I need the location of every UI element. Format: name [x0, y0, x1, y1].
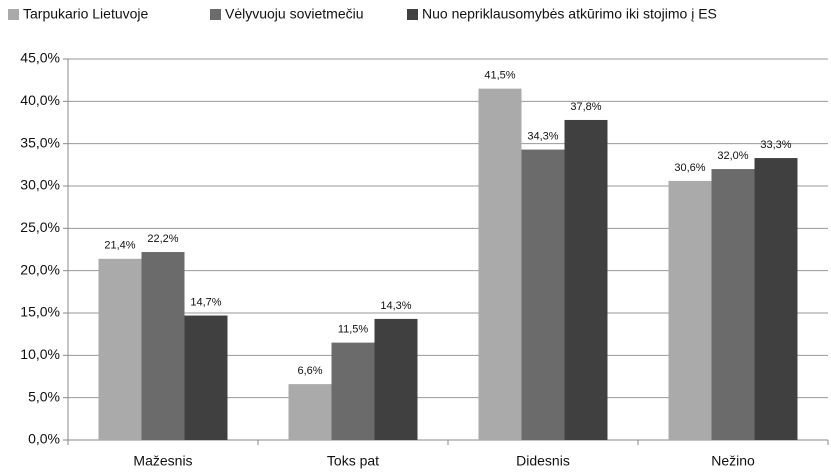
bar — [754, 158, 798, 440]
y-tick-label: 20,0% — [20, 261, 60, 277]
bar — [98, 258, 142, 440]
data-label: 30,6% — [674, 162, 705, 174]
bar — [374, 318, 418, 440]
data-label: 14,3% — [380, 300, 411, 312]
bar — [521, 149, 565, 441]
legend-label: Tarpukario Lietuvoje — [23, 6, 149, 22]
bar — [564, 119, 608, 441]
x-tick-label: Mažesnis — [133, 453, 192, 469]
legend-label: Nuo nepriklausomybės atkūrimo iki stojim… — [422, 6, 717, 22]
bar — [478, 88, 522, 440]
y-tick-label: 5,0% — [28, 388, 60, 404]
data-label: 21,4% — [104, 240, 135, 252]
x-tick-label: Toks pat — [327, 453, 379, 469]
data-label: 32,0% — [717, 150, 748, 162]
bar — [141, 252, 185, 440]
y-tick-label: 25,0% — [20, 219, 60, 235]
bar — [184, 315, 228, 440]
legend-swatch — [210, 9, 221, 20]
legend-swatch — [407, 9, 418, 20]
y-tick-label: 15,0% — [20, 304, 60, 320]
data-label: 34,3% — [527, 130, 558, 142]
legend-label: Vėlyvuoju sovietmečiu — [225, 6, 364, 22]
bar — [711, 169, 755, 441]
y-tick-label: 45,0% — [20, 50, 60, 66]
data-label: 6,6% — [297, 365, 322, 377]
y-tick-label: 0,0% — [28, 431, 60, 447]
y-tick-label: 40,0% — [20, 92, 60, 108]
legend-swatch — [8, 9, 19, 20]
data-label: 22,2% — [147, 233, 178, 245]
bar — [331, 342, 375, 440]
data-label: 33,3% — [760, 139, 791, 151]
x-tick-label: Nežino — [711, 453, 755, 469]
y-tick-label: 30,0% — [20, 177, 60, 193]
data-label: 11,5% — [338, 324, 369, 336]
bar — [668, 180, 712, 441]
x-tick-label: Didesnis — [516, 453, 570, 469]
y-tick-label: 35,0% — [20, 134, 60, 150]
data-label: 41,5% — [484, 70, 515, 82]
data-label: 14,7% — [190, 296, 221, 308]
data-label: 37,8% — [570, 101, 601, 113]
y-tick-label: 10,0% — [20, 346, 60, 362]
bar — [288, 384, 332, 440]
